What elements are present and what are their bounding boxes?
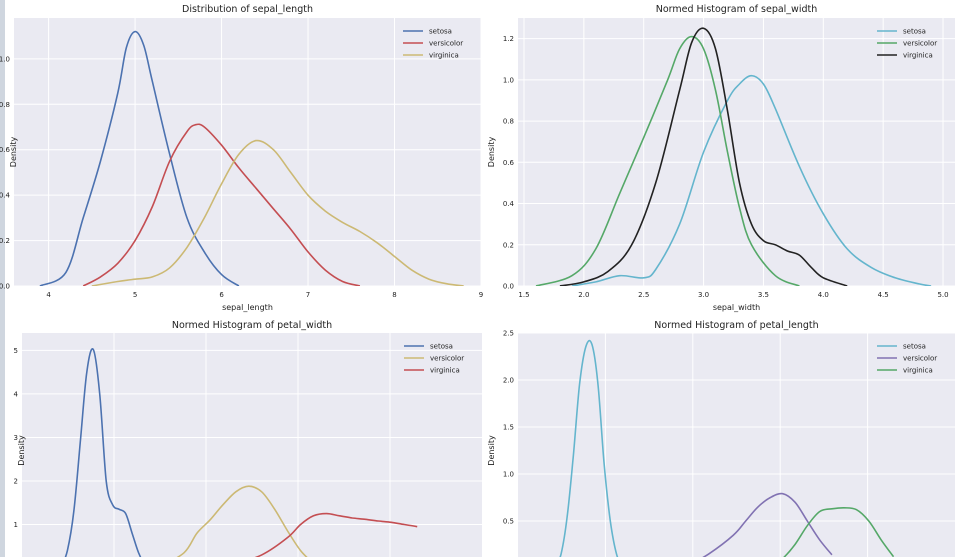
plot-background bbox=[14, 18, 481, 286]
plot-background bbox=[518, 18, 955, 286]
y-axis-label: Density bbox=[487, 435, 496, 466]
x-tick-label: 3.0 bbox=[698, 291, 709, 299]
series-line-versicolor bbox=[535, 35, 800, 286]
y-tick-label: 3 bbox=[14, 434, 18, 442]
y-tick-label: 1.0 bbox=[503, 471, 514, 479]
chart-panel-2: 0.0 0.2 0.4 0.6 0.8 1.0 1.2 1.5 2.0 2.5 3.0 3.5 4.0 4… bbox=[487, 4, 955, 312]
legend-label: virginica bbox=[903, 52, 933, 60]
y-axis-label: Density bbox=[487, 137, 496, 168]
y-tick-label: 0.5 bbox=[503, 518, 514, 526]
y-tick-label: 0.2 bbox=[0, 237, 10, 245]
legend-label: virginica bbox=[903, 367, 933, 375]
x-tick-label: 5.0 bbox=[937, 291, 948, 299]
legend-label: setosa bbox=[430, 343, 453, 351]
x-tick-label: 7 bbox=[306, 291, 310, 299]
x-tick-label: 3.5 bbox=[758, 291, 769, 299]
chart-title: Normed Histogram of petal_width bbox=[172, 320, 332, 331]
x-tick-label: 6 bbox=[219, 291, 224, 299]
x-tick-label: 5 bbox=[133, 291, 137, 299]
series-line-setosa bbox=[64, 348, 142, 557]
y-tick-label: 2.5 bbox=[503, 330, 514, 338]
y-tick-label: 5 bbox=[14, 347, 18, 355]
legend-label: versicolor bbox=[430, 355, 464, 363]
y-tick-label: 0.4 bbox=[503, 200, 515, 208]
series-line-virginica bbox=[783, 506, 895, 557]
x-tick-label: 4.0 bbox=[818, 291, 829, 299]
plot-background bbox=[22, 333, 482, 557]
x-tick-label: 8 bbox=[392, 291, 396, 299]
series-line-virginica bbox=[559, 27, 848, 286]
y-tick-label: 0.4 bbox=[0, 192, 11, 200]
x-tick-label: 4 bbox=[46, 291, 51, 299]
series-line-versicolor bbox=[82, 123, 361, 286]
chart-title: Distribution of sepal_length bbox=[182, 4, 313, 15]
legend-label: setosa bbox=[429, 28, 452, 36]
y-tick-label: 1 bbox=[14, 521, 18, 529]
legend-label: versicolor bbox=[903, 355, 937, 363]
chart-title: Normed Histogram of sepal_width bbox=[656, 4, 818, 15]
x-axis-label: sepal_length bbox=[222, 303, 273, 312]
y-tick-label: 1.0 bbox=[0, 55, 10, 63]
y-tick-label: 2.0 bbox=[503, 377, 514, 385]
y-axis-label: Density bbox=[9, 137, 18, 168]
chart-panel-3: 1 2 3 4 5 Normed Histogram of petal_width Dens… bbox=[14, 320, 482, 557]
series-line-virginica bbox=[91, 139, 464, 286]
legend-label: versicolor bbox=[429, 40, 463, 48]
chart-panel-1: 0.0 0.2 0.4 0.6 0.8 1.0 4 5 6 7 8 9 Distribution of … bbox=[0, 4, 483, 312]
y-tick-label: 0.0 bbox=[503, 283, 514, 291]
chart-panel-4: 0.5 1.0 1.5 2.0 2.5 Normed Histogram of petal… bbox=[487, 320, 955, 557]
legend-label: setosa bbox=[903, 343, 926, 351]
y-tick-label: 0.6 bbox=[503, 159, 515, 167]
series-line-virginica bbox=[254, 512, 418, 557]
series-line-versicolor bbox=[176, 485, 308, 557]
x-axis-label: sepal_width bbox=[713, 303, 760, 312]
legend-label: virginica bbox=[430, 367, 460, 375]
x-tick-label: 2.0 bbox=[578, 291, 589, 299]
y-tick-label: 0.8 bbox=[0, 101, 10, 109]
x-tick-label: 2.5 bbox=[638, 291, 649, 299]
y-tick-label: 1.0 bbox=[503, 76, 514, 84]
y-tick-label: 1.5 bbox=[503, 424, 514, 432]
legend-label: setosa bbox=[903, 28, 926, 36]
y-axis-label: Density bbox=[17, 435, 26, 466]
y-tick-label: 0.8 bbox=[503, 118, 514, 126]
y-tick-label: 4 bbox=[14, 390, 19, 398]
series-line-setosa bbox=[571, 74, 932, 286]
y-tick-label: 2 bbox=[14, 477, 18, 485]
window-edge bbox=[0, 0, 5, 557]
x-tick-label: 1.5 bbox=[518, 291, 529, 299]
y-tick-label: 1.2 bbox=[503, 35, 514, 43]
plot-background bbox=[518, 333, 955, 557]
x-tick-label: 9 bbox=[479, 291, 483, 299]
series-line-setosa bbox=[39, 30, 240, 286]
y-tick-label: 0.2 bbox=[503, 241, 514, 249]
y-tick-label: 0.6 bbox=[0, 146, 11, 154]
legend-label: versicolor bbox=[903, 40, 937, 48]
legend-label: virginica bbox=[429, 52, 459, 60]
x-tick-label: 4.5 bbox=[878, 291, 889, 299]
chart-title: Normed Histogram of petal_length bbox=[654, 320, 818, 331]
series-line-setosa bbox=[559, 339, 619, 557]
series-line-versicolor bbox=[702, 492, 833, 557]
y-tick-label: 0.0 bbox=[0, 283, 10, 291]
